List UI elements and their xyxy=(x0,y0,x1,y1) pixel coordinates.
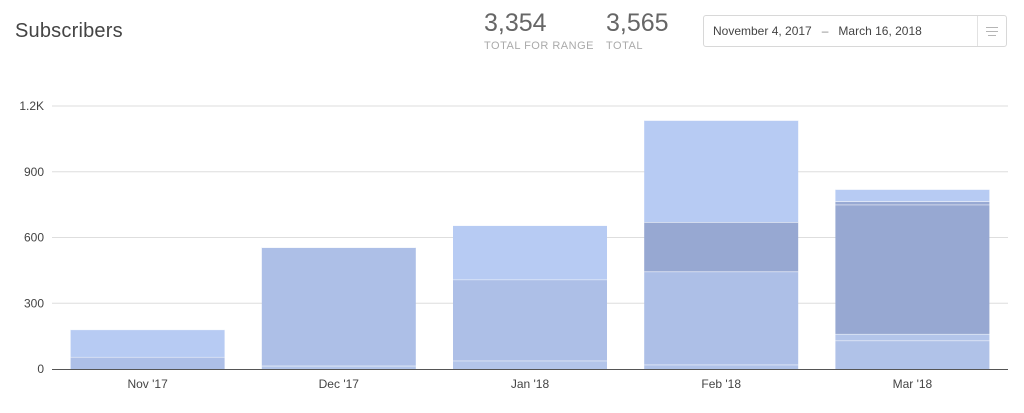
x-tick-label: Dec '17 xyxy=(319,377,360,391)
y-tick-label: 0 xyxy=(37,362,44,376)
bar-segment xyxy=(644,364,799,369)
bar-segment xyxy=(835,189,990,202)
filter-lines-icon[interactable] xyxy=(977,16,1006,46)
bar-segment xyxy=(835,204,990,334)
bar-segment xyxy=(70,329,225,357)
bar-segment xyxy=(70,356,225,369)
bar-segment xyxy=(261,247,416,366)
x-tick-label: Jan '18 xyxy=(511,377,550,391)
y-tick-label: 1.2K xyxy=(19,99,44,113)
stat-label: TOTAL xyxy=(606,40,643,52)
y-tick-label: 900 xyxy=(24,165,44,179)
stat-value: 3,354 xyxy=(484,9,547,37)
bar-segment xyxy=(835,201,990,205)
y-tick-label: 300 xyxy=(24,296,44,310)
bar-segment xyxy=(644,222,799,272)
stat-label: TOTAL FOR RANGE xyxy=(484,40,594,52)
x-tick-label: Feb '18 xyxy=(701,377,741,391)
bar-segment xyxy=(835,340,990,369)
bar-segment xyxy=(835,333,990,341)
page-title: Subscribers xyxy=(15,20,123,42)
date-range-separator: – xyxy=(821,24,829,38)
date-range-start: November 4, 2017 xyxy=(713,24,812,38)
stat-value: 3,565 xyxy=(606,9,669,37)
bar-segment xyxy=(644,120,799,223)
date-range-end: March 16, 2018 xyxy=(838,24,922,38)
x-tick-label: Nov '17 xyxy=(127,377,168,391)
stat-total: 3,565 TOTAL xyxy=(606,8,669,52)
bar-segment xyxy=(453,360,607,369)
bar-segment xyxy=(261,365,416,369)
bar-segment xyxy=(644,271,799,365)
y-tick-label: 600 xyxy=(24,231,44,245)
bar-segment xyxy=(453,279,607,361)
x-tick-label: Mar '18 xyxy=(893,377,933,391)
bar-segment xyxy=(453,225,607,280)
date-range-picker[interactable]: November 4, 2017 – March 16, 2018 xyxy=(703,15,1007,47)
stat-total-for-range: 3,354 TOTAL FOR RANGE xyxy=(484,8,594,52)
